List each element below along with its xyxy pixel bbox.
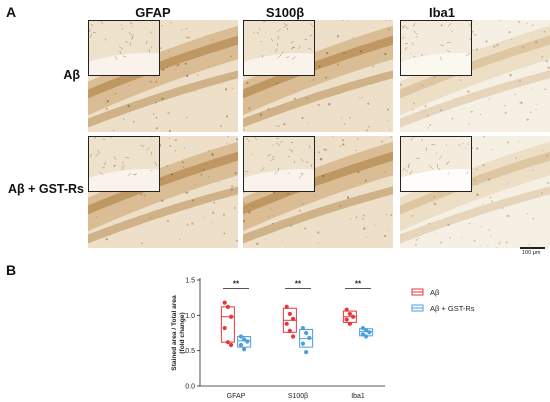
data-point: [238, 342, 244, 348]
data-point: [290, 316, 296, 321]
micrograph-s100b-abeta-gst-rs: [243, 136, 393, 248]
x-category-label: Iba1: [351, 393, 365, 400]
data-point: [304, 330, 309, 336]
data-point: [287, 328, 292, 333]
column-header-gfap: GFAP: [135, 5, 171, 20]
inset-frame: [400, 20, 472, 76]
inset-frame: [88, 136, 160, 192]
y-axis-label-line-1: Stained area / Total area: [171, 295, 178, 371]
panel-a-label: A: [6, 4, 17, 20]
data-point: [222, 325, 227, 331]
y-tick-label: 0.5: [185, 348, 195, 355]
data-point: [238, 334, 244, 339]
data-point: [304, 349, 309, 355]
significance-label: **: [233, 279, 240, 288]
data-point: [225, 340, 230, 345]
significance-label: **: [295, 279, 302, 288]
significance-label: **: [355, 279, 362, 288]
scale-bar-label: 100 μm: [522, 250, 541, 256]
data-point: [228, 342, 234, 348]
data-point: [344, 317, 349, 322]
micrograph-iba1-abeta-gst-rs: [400, 136, 550, 248]
panel-b-label: B: [6, 262, 17, 278]
inset-frame: [243, 136, 315, 192]
stained-area-chart: 0.0 0.5 1.0 1.5 Stained area / Total area (fo…: [171, 278, 475, 401]
row-label-abeta: Aβ: [63, 68, 80, 82]
data-point: [350, 314, 356, 319]
inset-frame: [400, 136, 472, 192]
data-point: [228, 314, 234, 319]
data-point: [284, 321, 289, 326]
data-point: [360, 325, 366, 331]
data-point: [242, 337, 247, 342]
scale-bar: [520, 247, 545, 249]
data-point: [245, 339, 250, 344]
y-tick-label: 0.0: [185, 384, 195, 391]
data-point: [360, 332, 366, 337]
micrograph-iba1-abeta: [400, 20, 550, 132]
data-point: [287, 311, 292, 317]
legend-label: Aβ + GST-Rs: [430, 304, 475, 313]
x-category-label: GFAP: [227, 393, 246, 400]
column-header-iba1: Iba1: [428, 5, 455, 20]
data-point: [284, 304, 289, 309]
data-point: [242, 347, 247, 352]
micrograph-gfap-abeta-gst-rs: [88, 136, 238, 248]
data-point: [364, 328, 369, 333]
x-category-label: S100β: [288, 393, 308, 400]
box-abeta: [220, 306, 235, 343]
y-tick-label: 1.0: [185, 313, 195, 320]
data-point: [300, 341, 306, 346]
column-header-s100b: S100β: [265, 5, 305, 20]
data-point: [347, 311, 352, 317]
data-point: [344, 307, 349, 312]
data-point: [290, 334, 296, 339]
legend-label: Aβ: [430, 288, 440, 297]
data-point: [347, 321, 352, 326]
data-point: [367, 330, 372, 335]
micrograph-gfap-abeta: [88, 20, 238, 132]
data-point: [364, 334, 369, 339]
box-gst-rs: [237, 336, 252, 348]
y-tick-label: 1.5: [185, 278, 195, 285]
data-point: [222, 300, 227, 305]
data-point: [300, 325, 306, 331]
inset-frame: [88, 20, 160, 76]
y-axis-label-line-2: (fold change): [179, 312, 186, 353]
data-point: [307, 335, 312, 341]
micrograph-s100b-abeta: [243, 20, 393, 132]
row-label-abeta-gst-rs: Aβ + GST-Rs: [7, 182, 84, 196]
inset-frame: [243, 20, 315, 76]
data-point: [225, 304, 230, 309]
